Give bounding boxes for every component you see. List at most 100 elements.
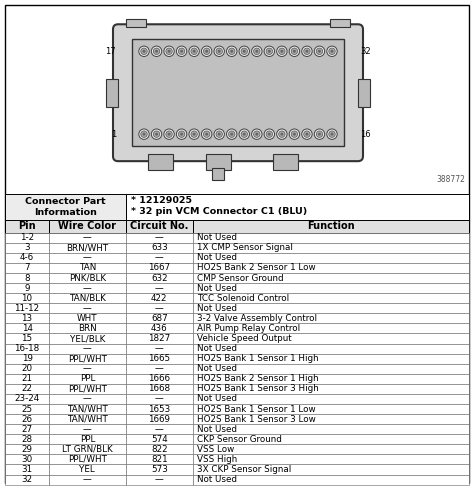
Text: PPL: PPL — [80, 435, 95, 444]
Bar — [49, 220, 126, 233]
Bar — [5, 404, 49, 414]
Text: * 32 pin VCM Connector C1 (BLU): * 32 pin VCM Connector C1 (BLU) — [131, 207, 307, 216]
Text: HO2S Bank 1 Sensor 3 Low: HO2S Bank 1 Sensor 3 Low — [197, 415, 316, 424]
Text: 687: 687 — [151, 314, 168, 323]
Circle shape — [218, 133, 221, 136]
Text: 29: 29 — [21, 445, 33, 454]
Text: TAN/WHT: TAN/WHT — [67, 405, 108, 413]
Text: Not Used: Not Used — [197, 475, 237, 484]
Bar — [49, 394, 126, 404]
Circle shape — [139, 46, 149, 57]
Text: 3-2 Valve Assembly Control: 3-2 Valve Assembly Control — [197, 314, 317, 323]
Bar — [193, 394, 469, 404]
Bar — [126, 220, 193, 233]
Circle shape — [141, 131, 147, 137]
Bar — [49, 465, 126, 474]
Circle shape — [264, 129, 274, 140]
Circle shape — [304, 131, 310, 137]
Bar — [49, 454, 126, 465]
Text: PPL/WHT: PPL/WHT — [68, 385, 107, 393]
Bar — [126, 20, 146, 27]
Circle shape — [166, 48, 172, 55]
Text: Pin: Pin — [18, 221, 36, 231]
Circle shape — [316, 131, 323, 137]
Text: WHT: WHT — [77, 314, 98, 323]
Text: 388772: 388772 — [436, 176, 465, 184]
Bar — [193, 404, 469, 414]
Circle shape — [227, 46, 237, 57]
Circle shape — [314, 46, 325, 57]
Circle shape — [241, 131, 247, 137]
Bar — [5, 293, 49, 303]
Circle shape — [327, 46, 337, 57]
Text: 8: 8 — [24, 274, 30, 283]
Text: CKP Sensor Ground: CKP Sensor Ground — [197, 435, 282, 444]
Circle shape — [279, 48, 285, 55]
Text: 19: 19 — [21, 354, 33, 363]
Text: PPL: PPL — [80, 374, 95, 383]
Circle shape — [192, 50, 196, 53]
Bar — [126, 364, 193, 374]
FancyBboxPatch shape — [113, 24, 363, 161]
Circle shape — [277, 46, 287, 57]
Text: 1X CMP Sensor Signal: 1X CMP Sensor Signal — [197, 244, 293, 252]
Bar — [193, 474, 469, 485]
Bar — [193, 253, 469, 263]
Bar — [49, 283, 126, 293]
Bar — [193, 374, 469, 384]
Circle shape — [205, 50, 208, 53]
Text: Not Used: Not Used — [197, 253, 237, 263]
Bar — [193, 364, 469, 374]
Circle shape — [227, 129, 237, 140]
Circle shape — [280, 50, 283, 53]
Bar — [193, 424, 469, 434]
Text: CMP Sensor Ground: CMP Sensor Ground — [197, 274, 283, 283]
Circle shape — [254, 48, 260, 55]
Text: 1: 1 — [111, 130, 116, 139]
Text: —: — — [155, 475, 164, 484]
Text: HO2S Bank 1 Sensor 1 High: HO2S Bank 1 Sensor 1 High — [197, 354, 319, 363]
Circle shape — [178, 131, 185, 137]
Circle shape — [141, 48, 147, 55]
Text: 25: 25 — [21, 405, 33, 413]
Text: 17: 17 — [105, 47, 116, 56]
Bar — [193, 384, 469, 394]
Text: 1666: 1666 — [148, 374, 170, 383]
Bar — [193, 434, 469, 444]
Circle shape — [255, 133, 258, 136]
Bar — [49, 273, 126, 283]
Text: 1667: 1667 — [148, 264, 170, 272]
Text: YEL/BLK: YEL/BLK — [70, 334, 105, 343]
Text: 26: 26 — [21, 415, 33, 424]
Bar — [5, 243, 49, 253]
Text: Vehicle Speed Output: Vehicle Speed Output — [197, 334, 292, 343]
Bar — [193, 243, 469, 253]
Bar — [5, 394, 49, 404]
Circle shape — [252, 129, 262, 140]
Bar — [49, 374, 126, 384]
Text: TAN/BLK: TAN/BLK — [69, 294, 106, 303]
Bar — [126, 243, 193, 253]
Text: Wire Color: Wire Color — [58, 221, 116, 231]
Text: Not Used: Not Used — [197, 233, 237, 242]
Text: —: — — [83, 284, 92, 293]
Bar — [126, 384, 193, 394]
Text: —: — — [83, 425, 92, 434]
Text: —: — — [155, 394, 164, 404]
Bar — [5, 354, 49, 364]
Circle shape — [314, 129, 325, 140]
Text: —: — — [155, 233, 164, 242]
Circle shape — [279, 131, 285, 137]
Circle shape — [318, 133, 321, 136]
Circle shape — [239, 129, 249, 140]
Text: 633: 633 — [151, 244, 168, 252]
Bar — [126, 444, 193, 454]
Text: —: — — [155, 284, 164, 293]
Text: Not Used: Not Used — [197, 304, 237, 313]
Text: 16-18: 16-18 — [14, 344, 40, 353]
Circle shape — [243, 50, 246, 53]
Text: 31: 31 — [21, 465, 33, 474]
Circle shape — [201, 46, 212, 57]
Bar — [5, 313, 49, 324]
Circle shape — [316, 48, 323, 55]
